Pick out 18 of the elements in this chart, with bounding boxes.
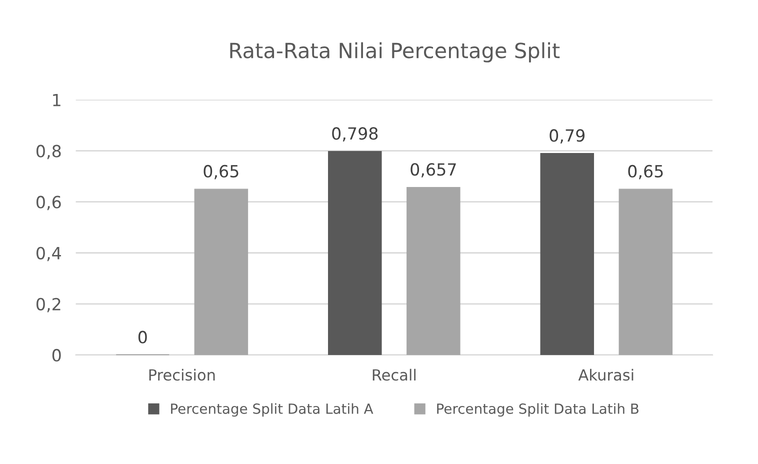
y-tick-label: 0,4 [36, 246, 61, 262]
legend-label: Percentage Split Data Latih A [171, 403, 374, 417]
data-label: 0,798 [332, 127, 378, 142]
x-tick-label: Akurasi [578, 368, 634, 381]
x-tick-label: Precision [149, 368, 215, 381]
y-tick-label: 0,6 [36, 196, 61, 210]
y-tick-label: 0,2 [36, 298, 60, 312]
y-tick-label: 0 [52, 348, 61, 362]
y-tick-label: 0,8 [36, 144, 61, 160]
data-label: 0,79 [550, 129, 585, 144]
data-label: 0 [138, 330, 147, 344]
data-label: 0,65 [204, 164, 238, 180]
y-tick-label: 1 [53, 94, 60, 106]
data-label: 0,65 [628, 164, 663, 180]
chart-title: Rata-Rata Nilai Percentage Split [230, 42, 560, 62]
x-tick-label: Recall [372, 368, 416, 381]
legend-label: Percentage Split Data Latih B [437, 403, 638, 417]
data-label: 0,657 [410, 163, 456, 178]
